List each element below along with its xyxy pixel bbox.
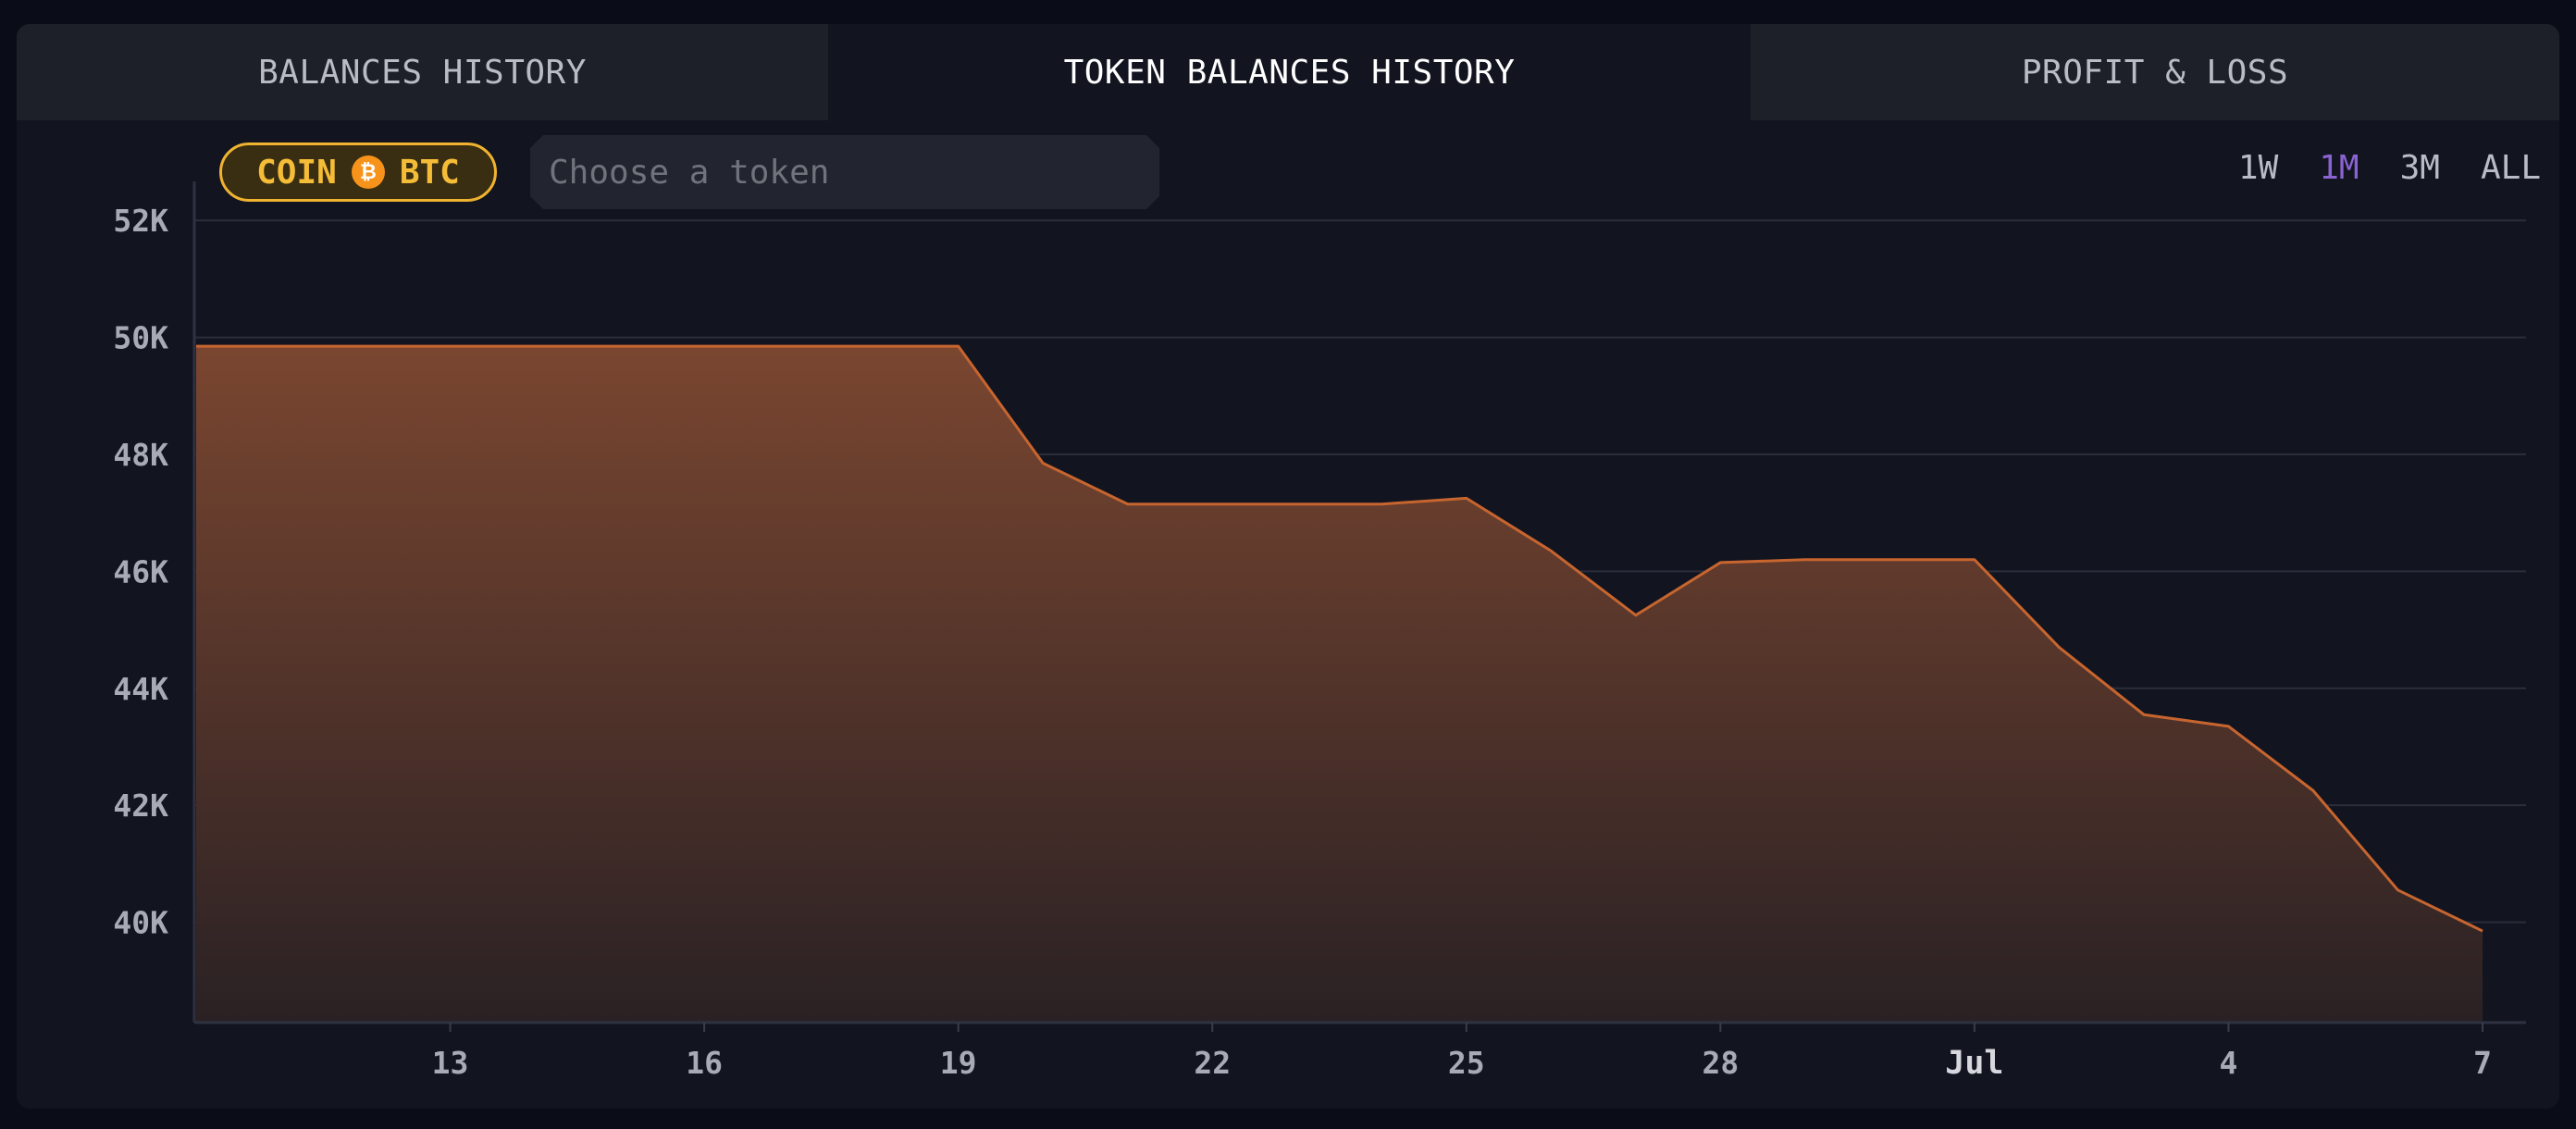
x-tick-label: 25: [1448, 1045, 1485, 1081]
tab-token-balances-history[interactable]: TOKEN BALANCES HISTORY: [828, 24, 1751, 120]
tab-profit-loss[interactable]: PROFIT & LOSS: [1751, 24, 2559, 120]
y-tick-label: 48K: [113, 437, 168, 473]
y-tick-label: 42K: [113, 788, 168, 824]
x-tick-label: 22: [1194, 1045, 1231, 1081]
coin-filter-chip[interactable]: COIN ₿ BTC: [219, 143, 497, 202]
y-tick-label: 50K: [113, 320, 168, 356]
x-tick-label: 4: [2220, 1045, 2238, 1081]
x-tick-label: 28: [1702, 1045, 1739, 1081]
x-tick-label: 7: [2473, 1045, 2492, 1081]
range-selector: 1W 1M 3M ALL: [2238, 143, 2541, 194]
balance-chart: 40K 42K 44K 46K 48K 50K 52K 13 16 19 22 25 28 Jul 4 7: [113, 181, 2526, 1082]
bitcoin-icon: ₿: [351, 155, 385, 189]
balances-panel: BALANCES HISTORY TOKEN BALANCES HISTORY …: [17, 24, 2559, 1109]
range-1w[interactable]: 1W: [2237, 149, 2279, 187]
tab-bar: BALANCES HISTORY TOKEN BALANCES HISTORY …: [17, 24, 2559, 120]
x-tick-label: 13: [432, 1045, 469, 1081]
range-1m[interactable]: 1M: [2319, 149, 2359, 187]
y-tick-label: 52K: [113, 203, 168, 239]
x-tick-label: 16: [686, 1045, 723, 1081]
balance-line: [196, 344, 2483, 933]
y-tick-label: 40K: [113, 905, 168, 941]
coin-symbol: BTC: [399, 153, 460, 192]
tab-balances-history[interactable]: BALANCES HISTORY: [17, 24, 828, 120]
token-search-input[interactable]: [530, 135, 1159, 209]
y-tick-label: 44K: [113, 671, 168, 707]
x-tick-label: Jul: [1945, 1045, 2003, 1082]
range-all[interactable]: ALL: [2480, 149, 2541, 187]
y-tick-label: 46K: [113, 553, 168, 589]
range-3m[interactable]: 3M: [2399, 149, 2440, 187]
balance-area: [196, 346, 2483, 1023]
x-tick-label: 19: [940, 1045, 977, 1081]
coin-label: COIN: [256, 153, 337, 192]
